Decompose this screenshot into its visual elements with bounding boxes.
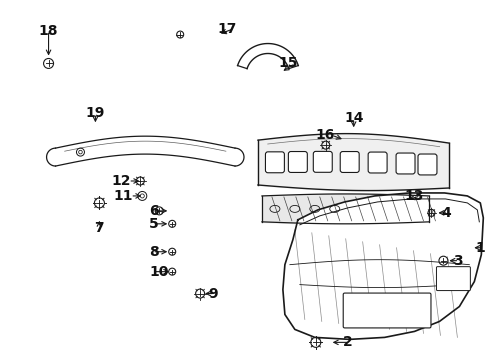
Text: 11: 11: [114, 189, 133, 203]
Text: 14: 14: [343, 111, 363, 125]
FancyBboxPatch shape: [417, 154, 436, 175]
Text: 15: 15: [278, 57, 297, 71]
FancyBboxPatch shape: [340, 152, 359, 172]
Text: 17: 17: [217, 22, 237, 36]
FancyBboxPatch shape: [313, 152, 331, 172]
Text: 16: 16: [315, 128, 334, 142]
Text: 8: 8: [149, 245, 159, 259]
FancyBboxPatch shape: [436, 267, 469, 291]
Text: 1: 1: [475, 241, 484, 255]
Text: 7: 7: [94, 221, 104, 235]
Text: 5: 5: [149, 217, 159, 231]
Text: 10: 10: [149, 265, 168, 279]
FancyBboxPatch shape: [367, 152, 386, 173]
Text: 18: 18: [39, 23, 58, 37]
Text: 12: 12: [112, 174, 131, 188]
Text: 13: 13: [403, 189, 423, 203]
Text: 6: 6: [149, 204, 159, 218]
FancyBboxPatch shape: [395, 153, 414, 174]
Text: 19: 19: [85, 106, 105, 120]
FancyBboxPatch shape: [265, 152, 284, 173]
Text: 2: 2: [342, 336, 352, 349]
FancyBboxPatch shape: [343, 293, 430, 328]
Text: 9: 9: [208, 287, 218, 301]
Text: 3: 3: [452, 254, 462, 268]
Polygon shape: [283, 193, 482, 339]
Text: 4: 4: [441, 206, 450, 220]
FancyBboxPatch shape: [288, 152, 306, 172]
